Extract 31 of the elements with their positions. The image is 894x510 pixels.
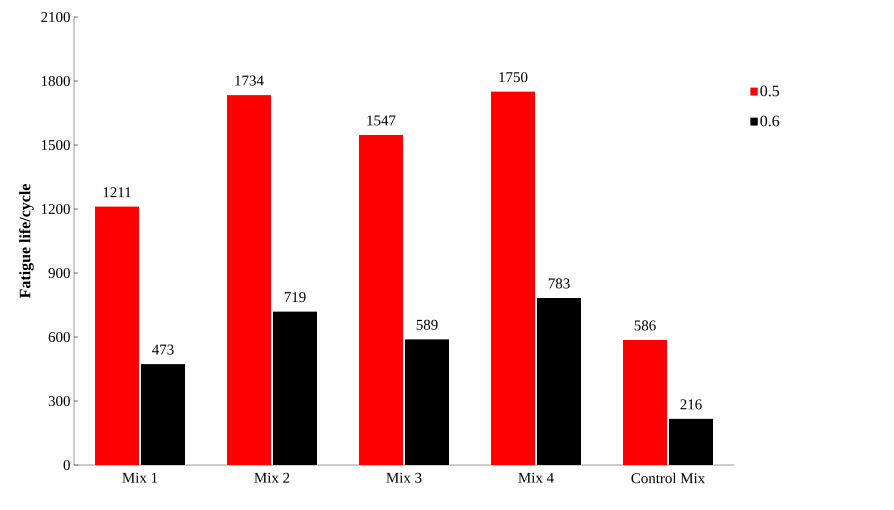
x-tick-label: Mix 2	[254, 472, 290, 483]
bar	[95, 206, 140, 465]
data-label: 1211	[104, 187, 131, 198]
data-label: 719	[284, 292, 306, 302]
x-tick-label: Mix 3	[386, 472, 422, 483]
data-label: 586	[634, 320, 656, 330]
y-tick-label: 1800	[42, 76, 70, 86]
x-tick-label: Control Mix	[631, 472, 705, 484]
data-label: 1734	[235, 76, 264, 86]
y-tick-label: 900	[48, 268, 70, 278]
bar	[227, 95, 272, 465]
data-label: 1547	[367, 115, 396, 126]
bar	[491, 92, 536, 465]
data-label: 473	[152, 344, 174, 355]
legend-label: 0.5	[760, 86, 780, 96]
bar	[359, 134, 404, 465]
y-tick-label: 0	[64, 460, 70, 470]
data-label: 589	[416, 320, 438, 330]
y-tick-label: 2100	[41, 12, 70, 22]
x-tick-label: Mix 4	[518, 472, 554, 483]
y-tick-label: 300	[48, 396, 70, 406]
bar	[623, 340, 668, 465]
y-tick-label: 600	[48, 332, 70, 342]
data-label: 216	[680, 399, 702, 410]
legend-label: 0.6	[760, 116, 780, 126]
y-axis-title: Fatigue life/cycle	[19, 184, 34, 298]
data-label: 783	[548, 278, 570, 288]
data-label: 1750	[499, 72, 528, 82]
y-tick-label: 1200	[42, 204, 70, 214]
y-tick-label: 1500	[42, 140, 70, 150]
x-tick-label: Mix 1	[122, 472, 158, 483]
